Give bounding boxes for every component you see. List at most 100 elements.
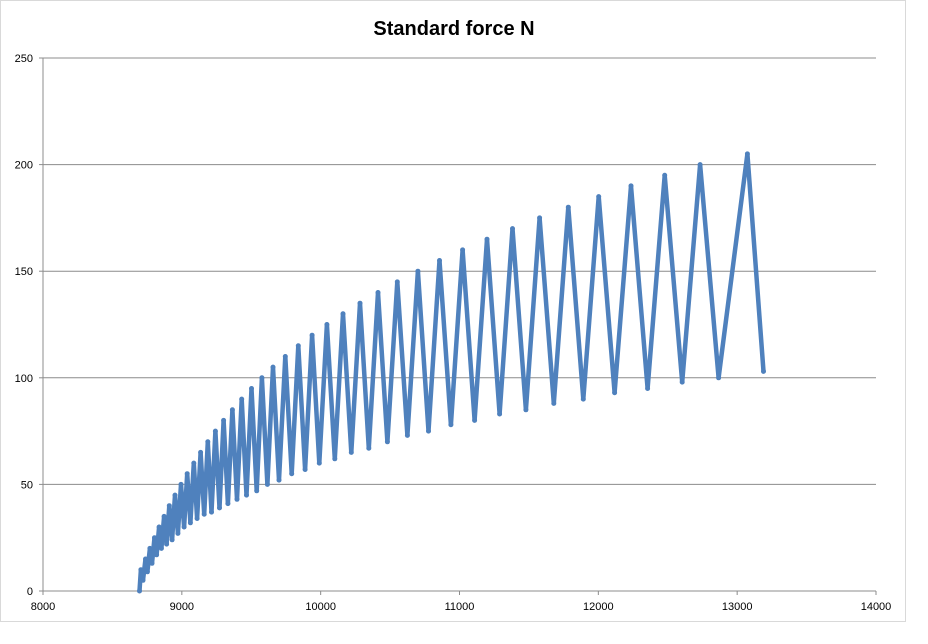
data-point-28: [217, 505, 222, 511]
data-point-61: [460, 247, 466, 253]
data-point-5: [147, 545, 153, 551]
data-point-75: [662, 172, 668, 178]
data-point-40: [276, 477, 282, 483]
data-point-16: [175, 530, 181, 536]
data-point-50: [348, 449, 354, 455]
data-point-77: [697, 162, 703, 168]
data-point-0: [137, 588, 142, 594]
data-point-47: [324, 322, 330, 327]
chart-canvas: Standard force N 0 50 100 150 200 250 8000 900…: [15, 18, 892, 613]
data-point-46: [316, 460, 322, 466]
data-point-70: [580, 396, 586, 402]
data-point-68: [551, 400, 557, 406]
data-point-73: [628, 183, 634, 189]
data-point-8: [154, 552, 160, 558]
chart-frame: Standard force N 0 50 100 150 200 250 8000 900…: [0, 0, 906, 622]
data-point-78: [716, 375, 722, 381]
y-tick-label-2: 100: [15, 373, 33, 385]
data-point-38: [264, 481, 270, 487]
data-point-57: [415, 268, 421, 274]
x-tick-label-3: 11000: [445, 601, 475, 613]
data-point-32: [234, 496, 240, 502]
data-point-36: [254, 488, 260, 494]
data-point-76: [679, 379, 685, 385]
data-series: [137, 151, 766, 594]
data-point-24: [201, 511, 207, 517]
x-tick-label-0: 8000: [31, 601, 55, 613]
data-point-29: [221, 417, 227, 423]
y-tick-label-1: 50: [21, 479, 33, 491]
y-axis-ticks: 0 50 100 150 200 250: [15, 53, 33, 598]
data-point-14: [169, 537, 175, 543]
data-point-18: [181, 524, 187, 530]
data-point-71: [596, 194, 602, 200]
data-point-72: [612, 390, 618, 396]
data-point-66: [523, 407, 529, 413]
data-point-4: [144, 569, 150, 575]
data-point-1: [138, 567, 144, 573]
y-tick-label-3: 150: [15, 266, 33, 278]
y-tick-label-0: 0: [27, 586, 33, 598]
data-point-34: [244, 492, 249, 498]
data-point-59: [437, 258, 442, 263]
data-point-12: [164, 541, 170, 547]
data-point-17: [178, 481, 184, 487]
data-point-39: [270, 364, 276, 370]
x-tick-label-1: 9000: [170, 601, 194, 613]
data-point-15: [172, 492, 178, 498]
data-point-65: [510, 226, 515, 232]
data-point-10: [158, 545, 164, 551]
data-point-74: [645, 386, 651, 391]
data-point-54: [384, 439, 390, 445]
series-line-0: [137, 151, 766, 594]
y-tick-label-5: 250: [15, 53, 33, 65]
x-tick-label-2: 10000: [305, 601, 336, 613]
data-point-42: [289, 471, 295, 477]
data-point-3: [143, 556, 148, 562]
x-axis-ticks: 8000 9000 10000 11000 12000 13000 14000: [31, 601, 892, 613]
y-tick-label-4: 200: [15, 160, 33, 172]
data-point-60: [448, 422, 454, 428]
x-tick-label-6: 14000: [861, 601, 892, 613]
chart-title: Standard force N: [373, 18, 534, 40]
data-point-7: [152, 535, 157, 541]
data-point-13: [166, 503, 172, 509]
x-tick-label-5: 13000: [722, 601, 753, 613]
data-point-33: [239, 396, 245, 402]
data-point-37: [259, 375, 265, 381]
data-point-55: [394, 279, 400, 285]
data-point-45: [309, 332, 315, 338]
data-point-48: [332, 456, 338, 462]
data-point-6: [149, 560, 155, 566]
data-point-44: [302, 467, 308, 472]
data-point-80: [761, 368, 766, 374]
data-point-62: [472, 417, 478, 423]
data-point-52: [366, 445, 372, 451]
data-point-58: [426, 428, 431, 434]
data-point-30: [225, 501, 231, 507]
data-point-67: [537, 215, 543, 221]
data-point-27: [212, 428, 218, 434]
data-point-64: [497, 411, 503, 417]
data-point-35: [249, 386, 254, 391]
data-point-2: [140, 577, 146, 583]
data-point-43: [295, 343, 301, 349]
data-point-56: [404, 432, 410, 438]
data-point-9: [156, 524, 162, 530]
x-tick-label-4: 12000: [583, 601, 614, 613]
data-point-21: [191, 460, 197, 466]
data-point-20: [187, 520, 193, 526]
data-point-11: [161, 513, 167, 519]
data-point-69: [565, 204, 571, 210]
data-point-23: [198, 449, 204, 455]
data-point-53: [375, 290, 381, 295]
data-point-49: [340, 311, 346, 317]
data-point-26: [209, 509, 214, 515]
data-point-31: [229, 407, 235, 413]
data-point-63: [484, 236, 490, 242]
data-point-51: [357, 300, 363, 306]
data-point-79: [744, 151, 750, 157]
data-point-25: [205, 439, 211, 445]
data-point-41: [282, 354, 288, 359]
data-point-19: [184, 471, 190, 477]
